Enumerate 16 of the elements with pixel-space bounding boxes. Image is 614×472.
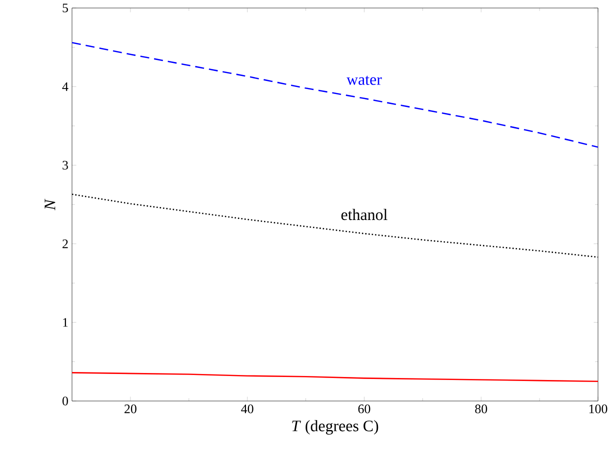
y-tick-label: 0	[62, 396, 68, 406]
y-tick-label: 3	[62, 160, 68, 170]
x-tick-label: 60	[358, 404, 370, 414]
line-series	[72, 42, 598, 148]
x-axis-title: T (degrees C)	[292, 420, 378, 435]
series-label: ethanol	[341, 208, 388, 220]
x-tick-label: 40	[241, 404, 254, 414]
y-tick-label: 2	[62, 240, 68, 248]
y-tick-label: 4	[62, 82, 68, 91]
x-tick-label: 80	[475, 404, 488, 414]
x-tick-label: 100	[589, 404, 608, 414]
y-axis-title: N	[44, 198, 56, 210]
y-tick-label: 1	[63, 318, 68, 327]
y-tick-label: 5	[62, 4, 68, 12]
x-tick-label: 20	[124, 404, 136, 414]
series-label: water	[346, 76, 382, 85]
